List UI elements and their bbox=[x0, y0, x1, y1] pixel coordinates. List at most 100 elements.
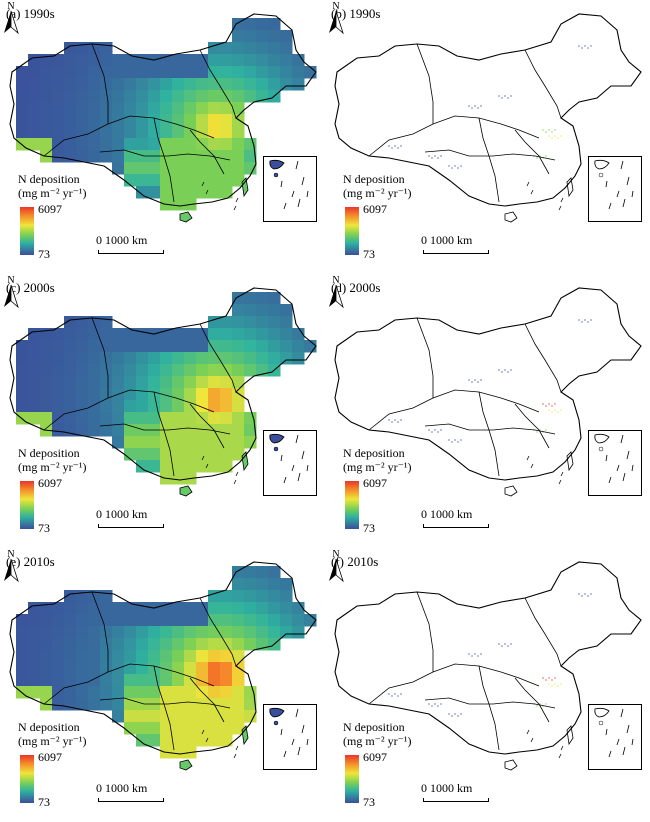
grid-cell bbox=[148, 162, 161, 175]
island-mark bbox=[233, 753, 237, 759]
grid-cell bbox=[136, 412, 149, 425]
grid-cell bbox=[208, 376, 221, 389]
grid-cell bbox=[220, 78, 233, 91]
grid-cell bbox=[256, 54, 269, 67]
grid-cell bbox=[196, 102, 209, 115]
grid-cell bbox=[172, 746, 185, 759]
grid-cell bbox=[76, 138, 89, 151]
grid-cell bbox=[280, 54, 293, 67]
island-mark bbox=[233, 479, 237, 485]
grid-cell bbox=[160, 710, 173, 723]
change-dot bbox=[554, 403, 556, 405]
grid-cell bbox=[232, 364, 245, 377]
grid-cell bbox=[40, 66, 53, 79]
grid-cell bbox=[196, 364, 209, 377]
grid-cell bbox=[100, 102, 113, 115]
grid-cell bbox=[100, 364, 113, 377]
grid-cell bbox=[160, 66, 173, 79]
grid-cell bbox=[172, 198, 185, 211]
change-dot bbox=[536, 705, 538, 707]
grid-cell bbox=[88, 412, 101, 425]
grid-cell bbox=[184, 150, 197, 163]
grid-cell bbox=[256, 78, 269, 91]
grid-cell bbox=[232, 388, 245, 401]
grid-cell bbox=[112, 626, 125, 639]
region-boundary bbox=[91, 317, 109, 398]
region-boundary bbox=[43, 671, 109, 705]
change-dot bbox=[578, 319, 580, 321]
grid-cell bbox=[196, 352, 209, 365]
panel-title: (b) 1990s bbox=[331, 6, 381, 21]
grid-cell bbox=[232, 150, 245, 163]
change-dot bbox=[590, 593, 592, 595]
grid-cell bbox=[232, 674, 245, 687]
grid-cell bbox=[172, 472, 185, 485]
grid-cell bbox=[208, 662, 221, 675]
grid-cell bbox=[244, 66, 257, 79]
grid-cell bbox=[172, 328, 185, 341]
grid-cell bbox=[40, 126, 53, 139]
grid-cell bbox=[208, 602, 221, 615]
change-dot bbox=[545, 703, 547, 705]
grid-cell bbox=[256, 42, 269, 55]
change-dot bbox=[578, 45, 580, 47]
grid-cell bbox=[172, 436, 185, 449]
region-boundary bbox=[153, 665, 175, 751]
grid-cell bbox=[268, 292, 281, 305]
grid-cell bbox=[136, 126, 149, 139]
grid-cell bbox=[244, 18, 257, 31]
change-dot bbox=[587, 595, 589, 597]
grid-cell bbox=[148, 686, 161, 699]
svg-text:N: N bbox=[7, 275, 14, 286]
change-dot bbox=[557, 137, 559, 139]
grid-cell bbox=[136, 150, 149, 163]
grid-cell bbox=[40, 78, 53, 91]
grid-cell bbox=[136, 710, 149, 723]
grid-cell bbox=[136, 436, 149, 449]
grid-cell bbox=[76, 638, 89, 651]
grid-cell bbox=[40, 412, 53, 425]
grid-cell bbox=[232, 400, 245, 413]
map-panel-5: (e) 2010s N N deposition (mg m⁻² yr⁻¹) 6… bbox=[0, 548, 325, 822]
change-dot bbox=[388, 145, 390, 147]
region-boundary bbox=[478, 391, 500, 477]
island-mark bbox=[526, 181, 530, 187]
grid-cell bbox=[160, 102, 173, 115]
grid-cell bbox=[136, 162, 149, 175]
change-dot bbox=[454, 439, 456, 441]
grid-cell bbox=[40, 340, 53, 353]
grid-cell bbox=[208, 436, 221, 449]
grid-cell bbox=[136, 638, 149, 651]
grid-cell bbox=[40, 90, 53, 103]
grid-cell bbox=[184, 54, 197, 67]
grid-cell bbox=[280, 66, 293, 79]
grid-cell bbox=[172, 352, 185, 365]
grid-cell bbox=[172, 400, 185, 413]
grid-cell bbox=[136, 376, 149, 389]
change-dot bbox=[397, 147, 399, 149]
grid-cell bbox=[52, 150, 65, 163]
change-dot bbox=[554, 677, 556, 679]
grid-cell bbox=[136, 174, 149, 187]
north-arrow-icon: N bbox=[329, 275, 344, 309]
grid-cell bbox=[64, 388, 77, 401]
grid-cell bbox=[88, 698, 101, 711]
region-boundary bbox=[107, 389, 215, 413]
legend-max: 6097 bbox=[363, 750, 387, 764]
grid-cell bbox=[220, 114, 233, 127]
change-dot bbox=[451, 441, 453, 443]
grid-cell bbox=[280, 340, 293, 353]
region-boundary bbox=[416, 317, 434, 398]
grid-cell bbox=[16, 90, 29, 103]
map-panel-3: (c) 2000s N N deposition (mg m⁻² yr⁻¹) 6… bbox=[0, 274, 325, 548]
change-dot bbox=[397, 695, 399, 697]
change-dot bbox=[542, 403, 544, 405]
panel-title: (a) 1990s bbox=[6, 6, 55, 21]
grid-cell bbox=[280, 602, 293, 615]
china-map bbox=[9, 561, 317, 771]
grid-cell bbox=[232, 66, 245, 79]
grid-cell bbox=[232, 602, 245, 615]
grid-cell bbox=[16, 102, 29, 115]
grid-cell bbox=[124, 436, 137, 449]
grid-cell bbox=[76, 316, 89, 329]
